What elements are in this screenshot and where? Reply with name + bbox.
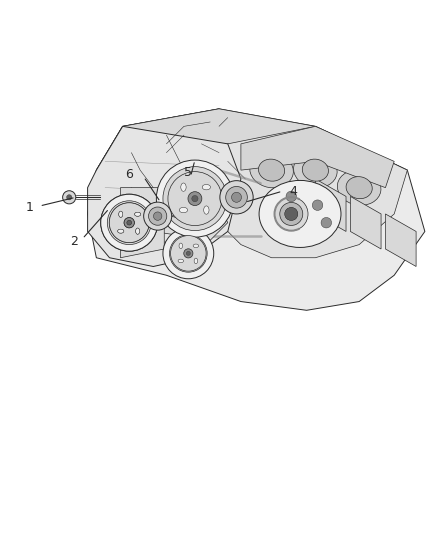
Polygon shape bbox=[96, 109, 407, 188]
Circle shape bbox=[114, 207, 145, 238]
Ellipse shape bbox=[204, 206, 209, 214]
Circle shape bbox=[109, 203, 149, 243]
Ellipse shape bbox=[134, 212, 141, 216]
Ellipse shape bbox=[118, 229, 124, 233]
Ellipse shape bbox=[181, 183, 186, 191]
Ellipse shape bbox=[178, 259, 184, 263]
Circle shape bbox=[153, 212, 162, 220]
Polygon shape bbox=[172, 207, 198, 225]
Circle shape bbox=[124, 217, 134, 228]
Ellipse shape bbox=[337, 170, 381, 205]
Circle shape bbox=[101, 194, 158, 251]
Ellipse shape bbox=[346, 176, 372, 199]
Circle shape bbox=[286, 191, 297, 201]
Ellipse shape bbox=[119, 211, 123, 217]
Ellipse shape bbox=[119, 211, 123, 217]
Circle shape bbox=[124, 217, 134, 228]
Text: 6: 6 bbox=[125, 168, 133, 181]
Ellipse shape bbox=[179, 207, 187, 213]
Text: 2: 2 bbox=[70, 235, 78, 248]
Ellipse shape bbox=[293, 152, 337, 188]
Circle shape bbox=[186, 251, 191, 255]
Ellipse shape bbox=[259, 181, 341, 247]
Circle shape bbox=[127, 220, 131, 225]
Circle shape bbox=[321, 217, 332, 228]
Polygon shape bbox=[210, 126, 407, 258]
Circle shape bbox=[188, 192, 202, 206]
Circle shape bbox=[127, 220, 131, 225]
Circle shape bbox=[184, 249, 193, 258]
Circle shape bbox=[275, 197, 308, 231]
Text: 5: 5 bbox=[184, 166, 192, 179]
Polygon shape bbox=[145, 205, 228, 240]
Polygon shape bbox=[88, 126, 241, 266]
Ellipse shape bbox=[202, 184, 211, 190]
Text: 1: 1 bbox=[26, 201, 34, 214]
Circle shape bbox=[144, 202, 172, 230]
Circle shape bbox=[280, 203, 303, 225]
Ellipse shape bbox=[136, 228, 140, 234]
Circle shape bbox=[107, 201, 151, 245]
Polygon shape bbox=[120, 188, 164, 258]
Circle shape bbox=[114, 207, 145, 238]
Ellipse shape bbox=[136, 228, 140, 234]
Ellipse shape bbox=[134, 212, 141, 216]
Polygon shape bbox=[315, 179, 346, 231]
Ellipse shape bbox=[258, 159, 285, 181]
Circle shape bbox=[67, 195, 72, 200]
Polygon shape bbox=[88, 109, 425, 310]
Circle shape bbox=[232, 192, 241, 203]
Ellipse shape bbox=[302, 159, 328, 181]
Circle shape bbox=[176, 241, 201, 265]
Polygon shape bbox=[385, 214, 416, 266]
Circle shape bbox=[163, 228, 214, 279]
Circle shape bbox=[148, 207, 167, 225]
Polygon shape bbox=[241, 126, 394, 188]
Circle shape bbox=[168, 172, 222, 225]
Circle shape bbox=[226, 187, 247, 208]
Circle shape bbox=[63, 191, 76, 204]
Ellipse shape bbox=[118, 229, 124, 233]
Text: 4: 4 bbox=[290, 184, 297, 198]
Circle shape bbox=[312, 200, 323, 211]
Ellipse shape bbox=[250, 152, 293, 188]
Circle shape bbox=[101, 194, 158, 251]
Circle shape bbox=[107, 201, 151, 245]
Circle shape bbox=[109, 203, 149, 243]
Circle shape bbox=[163, 167, 227, 231]
Ellipse shape bbox=[179, 243, 183, 248]
Circle shape bbox=[170, 173, 220, 224]
Polygon shape bbox=[88, 109, 241, 223]
Polygon shape bbox=[350, 197, 381, 249]
Circle shape bbox=[192, 196, 198, 201]
Circle shape bbox=[220, 181, 253, 214]
Ellipse shape bbox=[194, 258, 198, 264]
Ellipse shape bbox=[193, 244, 198, 247]
Circle shape bbox=[285, 208, 297, 220]
Circle shape bbox=[156, 160, 233, 237]
Circle shape bbox=[285, 207, 298, 221]
Circle shape bbox=[170, 235, 207, 272]
Circle shape bbox=[170, 236, 206, 271]
